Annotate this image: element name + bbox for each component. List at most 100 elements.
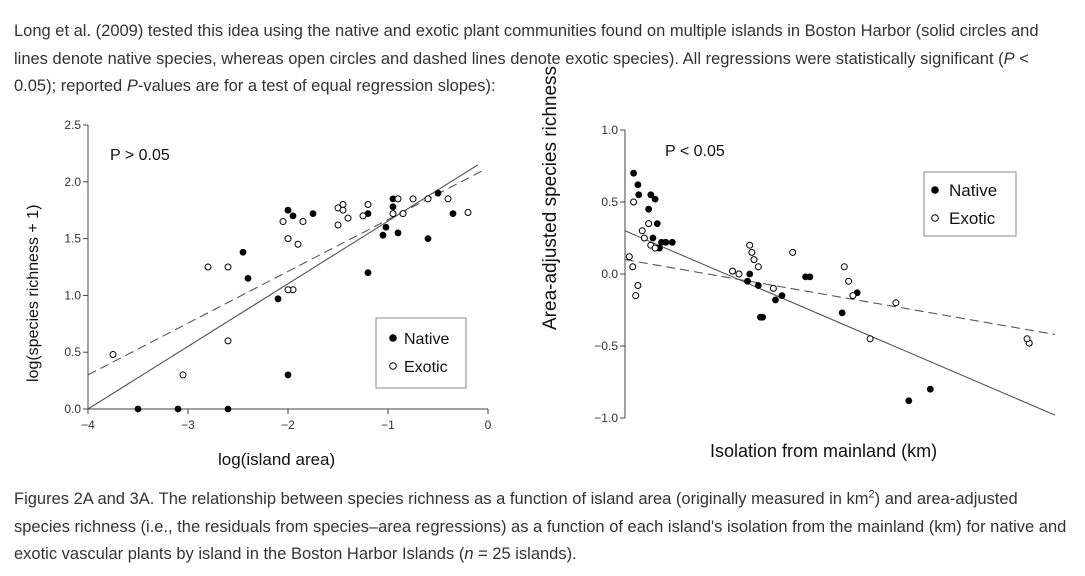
fig3a-legend: Native Exotic [923,171,1017,237]
fig2a-point-exotic [444,195,452,203]
fig3a-point-native [653,220,661,228]
figures-svg: 0.0 0.5 1.0 1.5 2.0 2.5 −4 −3 −2 −1 0 P > 0.05 log… [25,66,1056,469]
fig3a-point-exotic [769,284,777,292]
fig3a-xlabel: Isolation from mainland (km) [710,441,937,461]
fig2a-point-native [389,195,397,203]
fig2a-legend-native-label: Native [404,331,449,348]
fig3a-y-tick-label: 1.0 [601,123,618,137]
fig2a-y-tick-label: 1.0 [64,288,81,302]
fig3a-point-exotic [754,263,762,271]
fig2a-point-exotic [389,210,397,218]
fig3a-point-exotic [629,263,637,271]
fig2a-point-exotic [399,210,407,218]
fig2a-point-exotic [394,195,402,203]
figure-caption: Figures 2A and 3A. The relationship betw… [14,486,1074,569]
fig2a-xlabel: log(island area) [218,450,335,469]
fig2a-point-exotic [224,337,232,345]
caption-n-symbol: n [464,545,474,563]
fig2a-point-native [449,210,457,218]
fig2a-fit-lines [87,164,484,410]
fig3a-point-exotic [625,253,633,261]
fig2a-point-exotic [179,371,187,379]
fig3a-point-exotic [729,267,736,275]
fig3a-y-tick-label: −0.5 [594,339,618,353]
fig2a-legend: Native Exotic [375,317,467,389]
fig3a-fit-lines [624,230,1056,416]
fig2a-point-native [284,206,292,214]
fig3a-points [625,169,1033,405]
fig2a-point-exotic [339,201,347,209]
fig2a-x-tick-label: −1 [381,418,395,432]
fig2a-point-native [364,269,372,277]
fig2a-legend-native-marker [389,334,397,342]
fig3a-point-exotic [750,256,758,264]
fig2a-point-native [424,235,432,243]
fig3a-fit-exotic [624,259,1056,336]
fig3a-point-native [778,292,786,299]
fig3a-point-exotic [892,299,900,307]
fig3a-point-exotic [845,277,853,285]
fig3a-point-exotic [748,248,756,256]
fig2a-points [109,189,472,413]
fig2a-point-exotic [359,212,367,220]
fig2a-point-exotic [344,214,352,222]
fig3a-point-native [647,191,655,199]
fig2a-point-exotic [409,195,417,203]
fig3a-point-exotic [645,220,653,228]
fig2a-x-tick-label: −2 [281,418,295,432]
fig2a-point-exotic [334,221,342,229]
fig3a-point-native [662,238,670,246]
fig3a-point-native [926,385,934,393]
fig2a-y-tick-label: 0.5 [64,345,81,359]
fig3a-ylabel-text: Area-adjusted species richness [540,66,561,330]
fig2a-point-exotic [364,201,372,209]
fig2a-point-native [134,405,142,413]
fig2a-x-tick-label: −4 [81,418,95,432]
fig2a-point-exotic [299,218,307,226]
intro-paragraph: Long et al. (2009) tested this idea usin… [14,18,1069,101]
fig3a-point-exotic [651,244,659,252]
fig3a-annotation: P < 0.05 [665,143,725,160]
fig2a-ylabel: log(species richness + 1) [25,205,42,382]
fig3a-point-native [744,277,751,285]
fig2a-point-exotic [294,240,302,248]
fig3a-point-native [746,270,754,278]
fig3a-point-native [772,296,779,304]
fig2a-point-native [284,371,292,379]
intro-text-2: < 0.05); reported [14,49,1029,96]
fig3a-y-tick-label: −1.0 [594,411,618,425]
fig3a-point-native [754,282,762,289]
fig2a-fit-exotic [87,169,484,376]
fig2a-point-exotic [284,235,292,243]
fig3a-point-exotic [840,263,848,271]
fig3a-point-exotic [735,270,743,278]
fig3a-point-exotic [1023,335,1031,343]
fig2a-point-exotic [339,206,347,214]
fig2a-point-native [174,405,182,413]
fig2a-point-native [274,295,282,303]
caption-superscript: 2 [868,488,875,501]
fig3a-point-native [635,191,643,199]
caption-text-1: Figures 2A and 3A. The relationship betw… [14,490,869,508]
fig2a-point-native [224,405,232,413]
fig2a-axes: 0.0 0.5 1.0 1.5 2.0 2.5 −4 −3 −2 −1 0 [64,118,491,432]
fig3a-point-native [905,397,913,405]
caption-text-3: = 25 islands). [473,545,577,563]
fig3a-point-native [649,234,657,242]
fig2a-point-exotic [284,286,292,294]
fig2a-point-exotic [464,208,472,216]
fig2a-annotation: P > 0.05 [110,147,170,164]
fig2a-point-native [434,189,442,197]
intro-p-symbol-2: P [126,77,138,95]
intro-text-1: Long et al. (2009) tested this idea usin… [14,22,1039,68]
fig3a-y-tick-label: 0.0 [601,267,618,281]
fig3a-point-exotic [866,335,874,343]
fig3a-ylabel: Area-adjusted species richness [540,66,561,330]
fig3a-point-exotic [632,292,640,300]
fig3a-point-exotic [849,292,857,300]
fig2a-fit-native [87,164,479,410]
fig3a-axes: −1.0 −0.5 0.0 0.5 1.0 [594,123,626,425]
fig3a-point-native [645,205,653,213]
intro-p-symbol: P [1003,49,1015,68]
fig3a-point-native [759,313,766,321]
